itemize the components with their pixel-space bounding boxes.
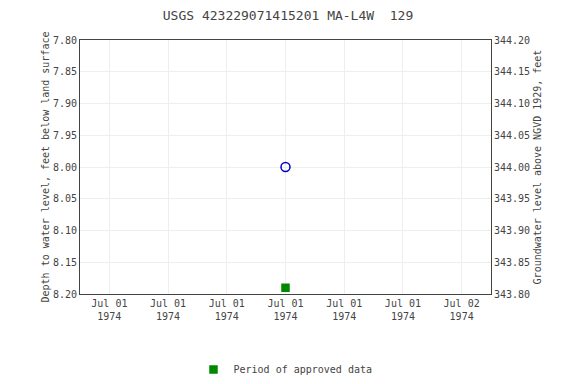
svg-text:8.15: 8.15: [53, 257, 77, 268]
svg-text:344.20: 344.20: [494, 35, 530, 46]
svg-text:Groundwater level above NGVD 1: Groundwater level above NGVD 1929, feet: [532, 50, 543, 285]
svg-text:8.00: 8.00: [53, 162, 77, 173]
svg-text:343.80: 343.80: [494, 289, 530, 300]
svg-text:7.85: 7.85: [53, 66, 77, 77]
svg-text:343.95: 343.95: [494, 193, 530, 204]
svg-text:Period of approved data: Period of approved data: [234, 364, 372, 375]
svg-text:7.90: 7.90: [53, 98, 77, 109]
svg-text:USGS 423229071415201 MA-L4W 1: USGS 423229071415201 MA-L4W 129: [163, 8, 413, 23]
svg-text:Jul 011974: Jul 011974: [91, 298, 127, 322]
svg-text:344.00: 344.00: [494, 162, 530, 173]
svg-text:8.20: 8.20: [53, 289, 77, 300]
svg-text:Jul 021974: Jul 021974: [444, 298, 480, 322]
svg-text:343.90: 343.90: [494, 225, 530, 236]
svg-text:344.05: 344.05: [494, 130, 530, 141]
svg-text:Jul 011974: Jul 011974: [209, 298, 245, 322]
svg-text:7.95: 7.95: [53, 130, 77, 141]
svg-text:7.80: 7.80: [53, 35, 77, 46]
svg-text:343.85: 343.85: [494, 257, 530, 268]
svg-text:Jul 011974: Jul 011974: [150, 298, 186, 322]
svg-text:Depth to water level, feet bel: Depth to water level, feet below land su…: [40, 32, 51, 303]
svg-text:344.10: 344.10: [494, 98, 530, 109]
svg-text:8.05: 8.05: [53, 193, 77, 204]
svg-text:344.15: 344.15: [494, 66, 530, 77]
svg-text:8.10: 8.10: [53, 225, 77, 236]
svg-text:Jul 011974: Jul 011974: [385, 298, 421, 322]
svg-text:Jul 011974: Jul 011974: [326, 298, 362, 322]
svg-text:Jul 011974: Jul 011974: [267, 298, 303, 322]
